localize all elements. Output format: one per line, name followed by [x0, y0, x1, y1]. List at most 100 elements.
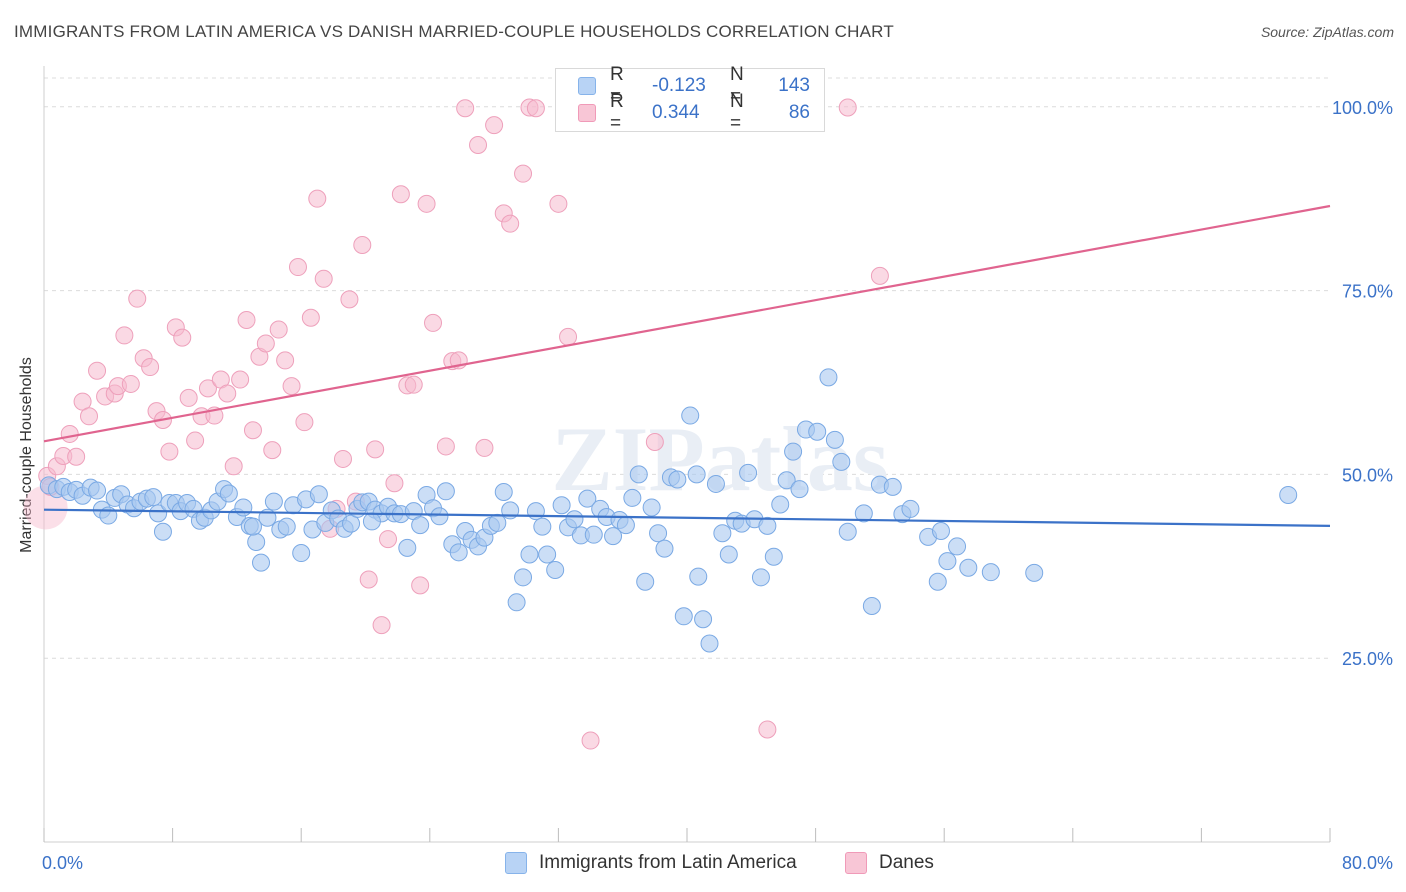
latin-america-point — [981, 563, 1000, 582]
latin-america-point — [901, 499, 920, 518]
latin-america-point — [292, 544, 311, 563]
latin-america-point — [739, 463, 758, 482]
legend-label: Danes — [879, 852, 934, 873]
danes-point — [288, 258, 307, 277]
latin-america-point — [713, 524, 732, 543]
r-label: R = — [610, 64, 624, 107]
latin-america-point — [700, 634, 719, 653]
latin-america-point — [219, 484, 238, 503]
latin-america-point — [668, 470, 687, 489]
danes-point — [456, 99, 475, 118]
latin-america-point — [681, 406, 700, 425]
danes-point — [276, 351, 295, 370]
latin-america-point — [247, 533, 266, 552]
latin-america-point — [430, 507, 449, 526]
danes-point — [269, 320, 288, 339]
latin-america-point — [520, 545, 539, 564]
chart-title: IMMIGRANTS FROM LATIN AMERICA VS DANISH … — [14, 22, 894, 41]
danes-point — [485, 116, 504, 135]
latin-america-point — [533, 517, 552, 536]
danes-point — [366, 440, 385, 459]
pink-swatch-icon — [578, 104, 596, 122]
danes-point — [404, 375, 423, 394]
danes-point — [115, 326, 134, 345]
latin-america-point — [758, 516, 777, 535]
latin-america-point — [655, 539, 674, 558]
latin-america-trend-line — [43, 508, 1331, 527]
danes-point — [581, 731, 600, 750]
danes-point — [391, 185, 410, 204]
latin-america-point — [565, 510, 584, 529]
x-tick-label: 80.0% — [1342, 853, 1393, 873]
latin-america-point — [309, 485, 328, 504]
latin-america-point — [149, 504, 168, 523]
latin-america-point — [623, 488, 642, 507]
pink-swatch-icon — [845, 852, 867, 874]
danes-point — [475, 438, 494, 457]
latin-america-point — [883, 477, 902, 496]
danes-point — [353, 235, 372, 254]
latin-america-point — [687, 465, 706, 484]
danes-point — [411, 576, 430, 595]
latin-america-point — [719, 545, 738, 564]
danes-point — [417, 194, 436, 213]
legend-label: Immigrants from Latin America — [539, 852, 797, 873]
latin-america-point — [819, 368, 838, 387]
latin-america-point — [1279, 485, 1298, 504]
latin-america-point — [629, 465, 648, 484]
n-value: 86 — [788, 102, 810, 123]
latin-america-point — [636, 572, 655, 591]
latin-america-point — [436, 482, 455, 501]
latin-america-point — [838, 522, 857, 541]
latin-america-point — [649, 524, 668, 543]
latin-america-point — [526, 502, 545, 521]
latin-america-point — [488, 513, 507, 532]
danes-point — [224, 457, 243, 476]
danes-point — [308, 189, 327, 208]
grid-lines — [44, 77, 1330, 659]
axes — [43, 66, 1331, 843]
latin-america-point — [790, 480, 809, 499]
r-value: -0.123 — [652, 75, 706, 96]
latin-america-point — [706, 474, 725, 493]
correlation-legend: R = -0.123 N = 143 R = 0.344 N = 86 — [555, 64, 825, 134]
danes-point — [559, 327, 578, 346]
danes-point — [60, 424, 79, 443]
danes-point — [186, 431, 205, 450]
latin-america-point — [494, 483, 513, 502]
danes-point — [256, 334, 275, 353]
danes-point — [340, 290, 359, 309]
latin-america-point — [642, 498, 661, 517]
source-label: Source: ZipAtlas.com — [1260, 24, 1394, 40]
y-tick-label: 75.0% — [1342, 282, 1393, 302]
danes-point — [333, 449, 352, 468]
danes-point — [424, 313, 443, 332]
latin-america-point — [862, 596, 881, 615]
latin-america-point — [764, 547, 783, 566]
latin-america-point — [578, 489, 597, 508]
legend-item-latin-america: Immigrants from Latin America — [505, 852, 797, 874]
danes-point — [179, 388, 198, 407]
latin-america-point — [234, 498, 253, 517]
latin-america-point — [552, 496, 571, 515]
n-label: N = — [730, 91, 744, 134]
danes-point — [469, 135, 488, 154]
latin-america-point — [252, 553, 271, 572]
danes-point — [160, 442, 179, 461]
legend-row-latin-america: R = -0.123 N = 143 — [578, 64, 810, 107]
danes-point — [231, 370, 250, 389]
danes-point — [218, 384, 237, 403]
blue-swatch-icon — [578, 77, 596, 95]
danes-point — [501, 214, 520, 233]
latin-america-point — [771, 495, 790, 514]
danes-point — [436, 437, 455, 456]
latin-america-points — [39, 368, 1298, 653]
series-legend: Immigrants from Latin America Danes — [0, 852, 1406, 878]
latin-america-point — [674, 607, 693, 626]
y-tick-label: 50.0% — [1342, 465, 1393, 485]
danes-point — [173, 328, 192, 347]
danes-point — [128, 289, 147, 308]
latin-america-point — [243, 517, 262, 536]
danes-point — [359, 570, 378, 589]
